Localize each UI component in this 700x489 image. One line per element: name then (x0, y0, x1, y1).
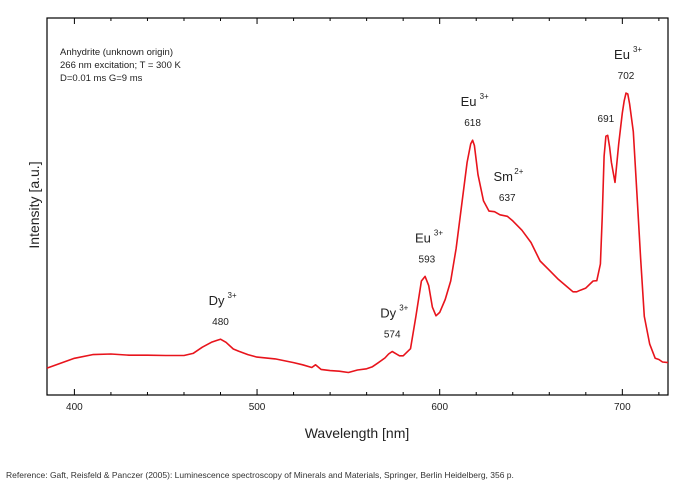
x-axis-label: Wavelength [nm] (305, 425, 410, 441)
peak-ion-charge: 3+ (633, 45, 642, 54)
plot-border (46, 17, 669, 396)
x-tick-label: 500 (249, 402, 266, 413)
peak-ion-charge: 3+ (480, 92, 489, 101)
info-line: D=0.01 ms G=9 ms (60, 73, 143, 84)
peak-ion-label: Eu (461, 94, 477, 109)
info-box: Anhydrite (unknown origin) 266 nm excitat… (60, 47, 182, 84)
peak-ion-charge: 2+ (514, 167, 523, 176)
series-line-1 (46, 92, 669, 374)
axis-ticks: 400 500 600 700 (66, 18, 660, 413)
peak-ion-label: Eu (415, 230, 431, 245)
series-group (46, 92, 669, 374)
peak-ion-label: Dy (209, 293, 225, 308)
peak-wavelength-label: 702 (618, 71, 635, 82)
peak-wavelength-label: 637 (499, 193, 516, 204)
peak-ion-charge: 3+ (434, 228, 443, 237)
peak-wavelength-label: 593 (419, 254, 436, 265)
info-line: Anhydrite (unknown origin) (60, 47, 173, 58)
x-tick-label: 600 (431, 402, 448, 413)
peak-wavelength-label: 618 (464, 118, 481, 129)
x-tick-label: 400 (66, 402, 83, 413)
plot-frame (46, 17, 669, 396)
x-tick-label: 700 (614, 402, 631, 413)
peak-ion-charge: 3+ (228, 291, 237, 300)
peak-wavelength-label: 480 (212, 317, 229, 328)
y-axis-label: Intensity [a.u.] (26, 161, 42, 248)
peak-ion-label: Eu (614, 47, 630, 62)
info-line: 266 nm excitation; T = 300 K (60, 60, 182, 71)
peak-ion-label: Sm (494, 169, 514, 184)
peak-wavelength-label: 691 (598, 114, 615, 125)
peak-wavelength-label: 574 (384, 330, 401, 341)
peak-ion-charge: 3+ (399, 304, 408, 313)
peak-ion-label: Dy (380, 306, 396, 321)
reference-caption: Reference: Gaft, Reisfeld & Panczer (200… (6, 470, 514, 480)
